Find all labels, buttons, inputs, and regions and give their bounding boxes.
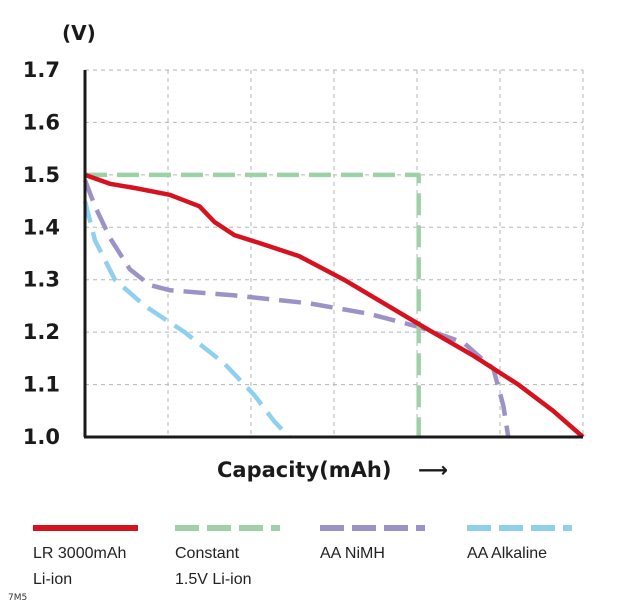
- legend-label-1-line-0: Constant: [175, 545, 240, 562]
- legend: LR 3000mAh Li-ion Constant 1.5V Li-ion AA Ni…: [33, 525, 572, 588]
- x-axis-arrow: ⟶: [418, 458, 448, 482]
- series-line-0: [84, 172, 585, 439]
- y-tick-label-2: 1.5: [23, 163, 60, 187]
- y-tick-label-6: 1.1: [23, 373, 60, 397]
- axes: [83, 70, 583, 439]
- x-axis-label: Capacity(mAh): [217, 458, 391, 482]
- series-line-3: [82, 200, 291, 439]
- y-tick-label-0: 1.7: [23, 58, 60, 82]
- watermark-text: 7M5: [8, 593, 28, 603]
- series-line-2: [82, 179, 511, 438]
- series-layer: [82, 172, 585, 439]
- series-line-1: [85, 172, 421, 437]
- y-tick-labels: 1.7 1.6 1.5 1.4 1.3 1.2 1.1 1.0: [23, 58, 60, 449]
- legend-label-1-line-1: 1.5V Li-ion: [175, 571, 252, 588]
- y-unit-label: (V): [62, 21, 96, 45]
- y-tick-label-3: 1.4: [23, 215, 60, 239]
- y-tick-label-1: 1.6: [23, 110, 60, 134]
- y-tick-label-4: 1.3: [23, 268, 60, 292]
- legend-label-0-line-1: Li-ion: [33, 571, 72, 588]
- legend-label-2-line-0: AA NiMH: [320, 545, 385, 562]
- y-tick-label-7: 1.0: [23, 425, 60, 449]
- grid-lines: [85, 69, 584, 437]
- legend-label-3-line-0: AA Alkaline: [467, 545, 547, 562]
- y-tick-label-5: 1.2: [23, 320, 60, 344]
- legend-label-0-line-0: LR 3000mAh: [33, 545, 126, 562]
